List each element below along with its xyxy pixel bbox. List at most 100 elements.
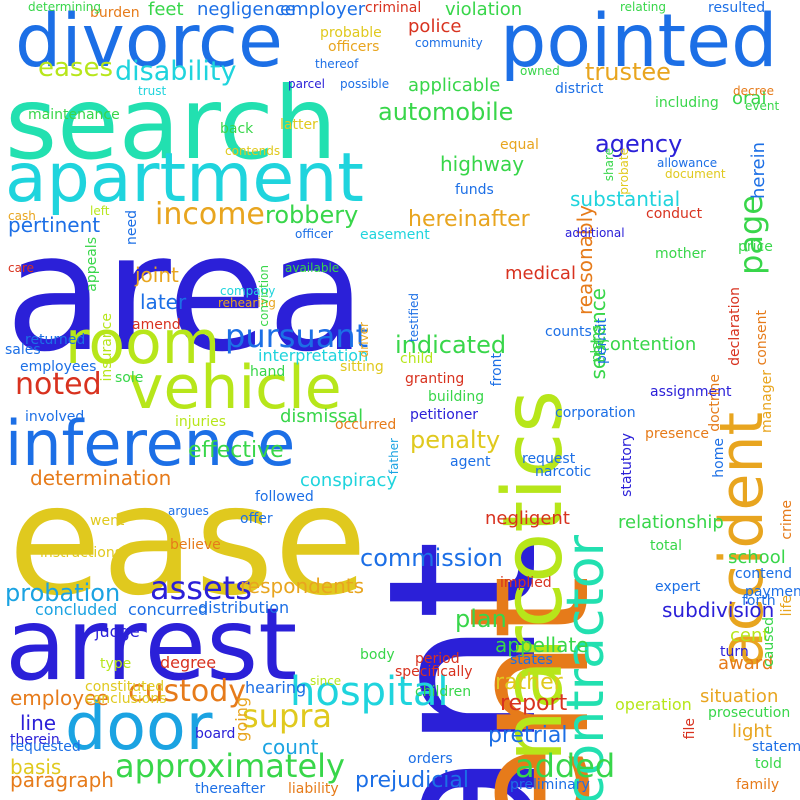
cloud-word: violation [445,0,523,20]
cloud-word: equal [500,137,539,153]
cloud-word: easement [360,227,430,243]
cloud-word: school [728,547,786,568]
cloud-word: additional [565,226,625,240]
cloud-word: presence [645,426,710,442]
cloud-word: allowance [657,156,718,170]
cloud-word: subdivision [662,598,775,622]
cloud-word: narcotic [535,464,592,480]
cloud-word: substantial [570,187,681,211]
cloud-word: owned [520,64,560,78]
cloud-word: report [500,691,568,716]
cloud-word: feet [148,0,184,20]
cloud-word: hearing [245,678,307,697]
cloud-word: room [65,308,221,378]
cloud-word: rehearing [218,296,276,310]
cloud-word: determining [28,0,101,14]
cloud-word: returned [25,332,86,348]
cloud-word: prejudicial [355,768,469,793]
cloud-word: orders [408,751,453,767]
cloud-word: pretrial [488,723,568,748]
cloud-word: vehicle [128,353,342,423]
cloud-word: thereof [315,57,359,71]
cloud-word: total [650,538,683,554]
cloud-word: award [718,653,774,674]
cloud-word: cash [8,209,36,223]
cloud-word: resulted [708,0,766,16]
cloud-word: ease [8,452,368,629]
cloud-word: hereinafter [408,207,530,232]
cloud-word: community [415,36,483,50]
cloud-word: employee [10,686,109,710]
cloud-word: area [5,200,367,388]
cloud-word: latter [280,117,318,133]
cloud-word: joint [135,263,179,287]
cloud-word: count [262,735,319,759]
cloud-word: including [655,95,719,111]
cloud-word: approximately [115,747,345,785]
cloud-word: sitting [340,359,384,375]
cloud-word: search [5,65,338,182]
cloud-word: front [489,353,505,387]
cloud-word: crime [779,500,795,540]
cloud-word: light [732,721,772,742]
cloud-word: body [360,647,395,663]
cloud-word: assignment [650,384,732,400]
cloud-word: states [510,652,553,668]
cloud-word: went [90,513,125,529]
cloud-word: police [408,16,462,37]
cloud-word: payments [745,584,800,600]
cloud-word: injuries [175,414,227,430]
cloud-word: implied [500,575,552,591]
cloud-word: degree [160,653,217,672]
cloud-word: operation [615,695,692,714]
cloud-word: type [100,656,132,672]
cloud-word: supra [242,697,333,735]
cloud-word: appellate [495,633,589,657]
cloud-word: liability [288,781,339,797]
cloud-word: agency [595,130,683,158]
cloud-word: left [90,204,110,218]
cloud-word: appeals [84,237,100,292]
cloud-word: family [736,777,780,793]
cloud-word: line [20,711,57,735]
cloud-word: respondents [240,574,365,598]
cloud-word: petitioner [410,407,479,423]
cloud-word: constituted [85,679,165,695]
cloud-word: added [515,747,616,785]
cloud-word: specifically [395,664,473,680]
cloud-word: herein [748,142,769,199]
cloud-word: later [140,290,187,314]
cloud-word: since [310,674,342,688]
cloud-word: granting [405,371,465,387]
cloud-word: manager [759,370,775,433]
cloud-word: criminal [365,0,422,16]
cloud-word: possible [340,77,390,91]
cloud-word: probate [617,148,631,195]
cloud-word: officers [328,39,380,55]
cloud-word: sole [115,370,144,386]
cloud-word: negligence [197,0,296,20]
cloud-word: noted [15,367,102,402]
cloud-word: highway [440,152,525,176]
cloud-word: robbery [265,201,359,229]
cloud-word: applicable [408,75,501,96]
cloud-word: request [522,451,576,467]
cloud-word: funds [455,182,494,198]
cloud-word: followed [255,489,314,505]
cloud-word: mother [655,246,706,262]
cloud-word: conduct [646,206,703,222]
cloud-word: children [415,684,472,700]
cloud-word: apartment [5,139,364,218]
cloud-word: divorce [15,0,283,84]
cloud-word: cent [730,625,770,646]
cloud-word: argues [168,504,209,518]
cloud-word: occurred [335,417,397,433]
cloud-word: employees [20,359,97,375]
cloud-word: child [400,351,434,367]
cloud-word: document [665,167,726,181]
cloud-word: company [220,284,276,298]
cloud-word: hospital [290,669,449,715]
cloud-word: district [555,81,604,97]
cloud-word: available [285,261,340,275]
